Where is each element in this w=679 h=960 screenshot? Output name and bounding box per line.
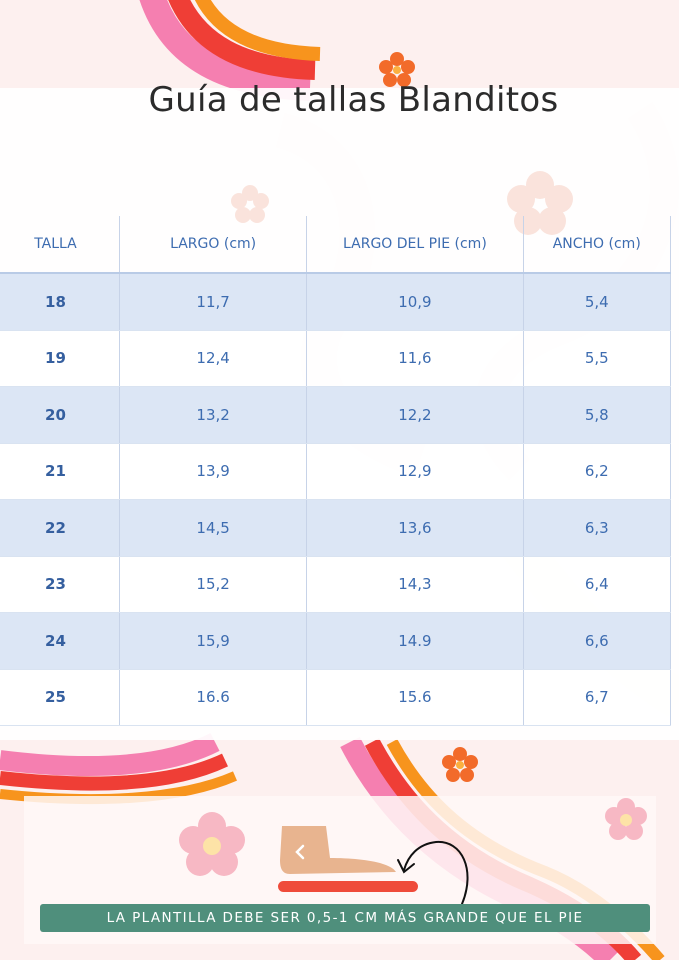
table-row: 20 13,2 12,2 5,8 [0,386,672,444]
size-cell: 21 [0,443,120,500]
length-cell: 12,4 [119,330,308,387]
foot-icon [280,826,396,874]
column-header: LARGO (cm) [119,216,308,274]
length-cell: 14,5 [119,499,308,557]
table-header-row: TALLA LARGO (cm) LARGO DEL PIE (cm) ANCH… [0,216,672,274]
width-cell: 6,3 [523,499,672,557]
foot-length-cell: 14.9 [306,612,524,670]
width-cell: 6,4 [523,556,672,613]
table-row: 25 16.6 15.6 6,7 [0,669,672,726]
column-header: TALLA [0,216,120,274]
size-cell: 23 [0,556,120,613]
table-row: 23 15,2 14,3 6,4 [0,556,672,613]
foot-length-cell: 13,6 [306,499,524,557]
size-table: TALLA LARGO (cm) LARGO DEL PIE (cm) ANCH… [0,216,672,726]
width-cell: 6,6 [523,612,672,670]
flower-icon [179,812,245,876]
top-rainbow [139,0,321,101]
foot-length-cell: 12,9 [306,443,524,500]
size-cell: 22 [0,499,120,557]
length-cell: 16.6 [119,669,308,726]
flower-icon [379,52,415,87]
insole-bar [278,881,418,892]
size-cell: 20 [0,386,120,444]
size-cell: 19 [0,330,120,387]
length-cell: 13,2 [119,386,308,444]
table-row: 19 12,4 11,6 5,5 [0,330,672,387]
insole-note-banner: LA PLANTILLA DEBE SER 0,5-1 CM MÁS GRAND… [40,904,650,932]
length-cell: 15,9 [119,612,308,670]
width-cell: 6,7 [523,669,672,726]
chevron-left-icon [295,844,305,860]
foot-length-cell: 15.6 [306,669,524,726]
curved-arrow-icon [397,840,469,905]
width-cell: 6,2 [523,443,672,500]
size-cell: 18 [0,273,120,331]
page-title: Guía de tallas Blanditos [148,80,559,120]
foot-length-cell: 12,2 [306,386,524,444]
table-row: 18 11,7 10,9 5,4 [0,273,672,331]
column-header: ANCHO (cm) [523,216,672,274]
size-cell: 25 [0,669,120,726]
foot-length-cell: 14,3 [306,556,524,613]
column-header: LARGO DEL PIE (cm) [306,216,524,274]
length-cell: 15,2 [119,556,308,613]
width-cell: 5,4 [523,273,672,331]
foot-length-cell: 11,6 [306,330,524,387]
table-row: 21 13,9 12,9 6,2 [0,443,672,500]
length-cell: 13,9 [119,443,308,500]
width-cell: 5,8 [523,386,672,444]
length-cell: 11,7 [119,273,308,331]
table-row: 24 15,9 14.9 6,6 [0,612,672,670]
size-cell: 24 [0,612,120,670]
flower-icon [442,747,478,782]
width-cell: 5,5 [523,330,672,387]
table-row: 22 14,5 13,6 6,3 [0,499,672,557]
foot-length-cell: 10,9 [306,273,524,331]
flower-icon [605,798,647,840]
